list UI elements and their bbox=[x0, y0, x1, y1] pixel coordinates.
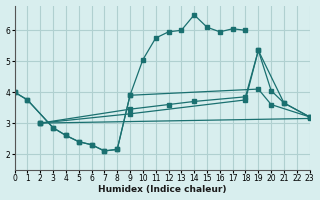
X-axis label: Humidex (Indice chaleur): Humidex (Indice chaleur) bbox=[98, 185, 226, 194]
